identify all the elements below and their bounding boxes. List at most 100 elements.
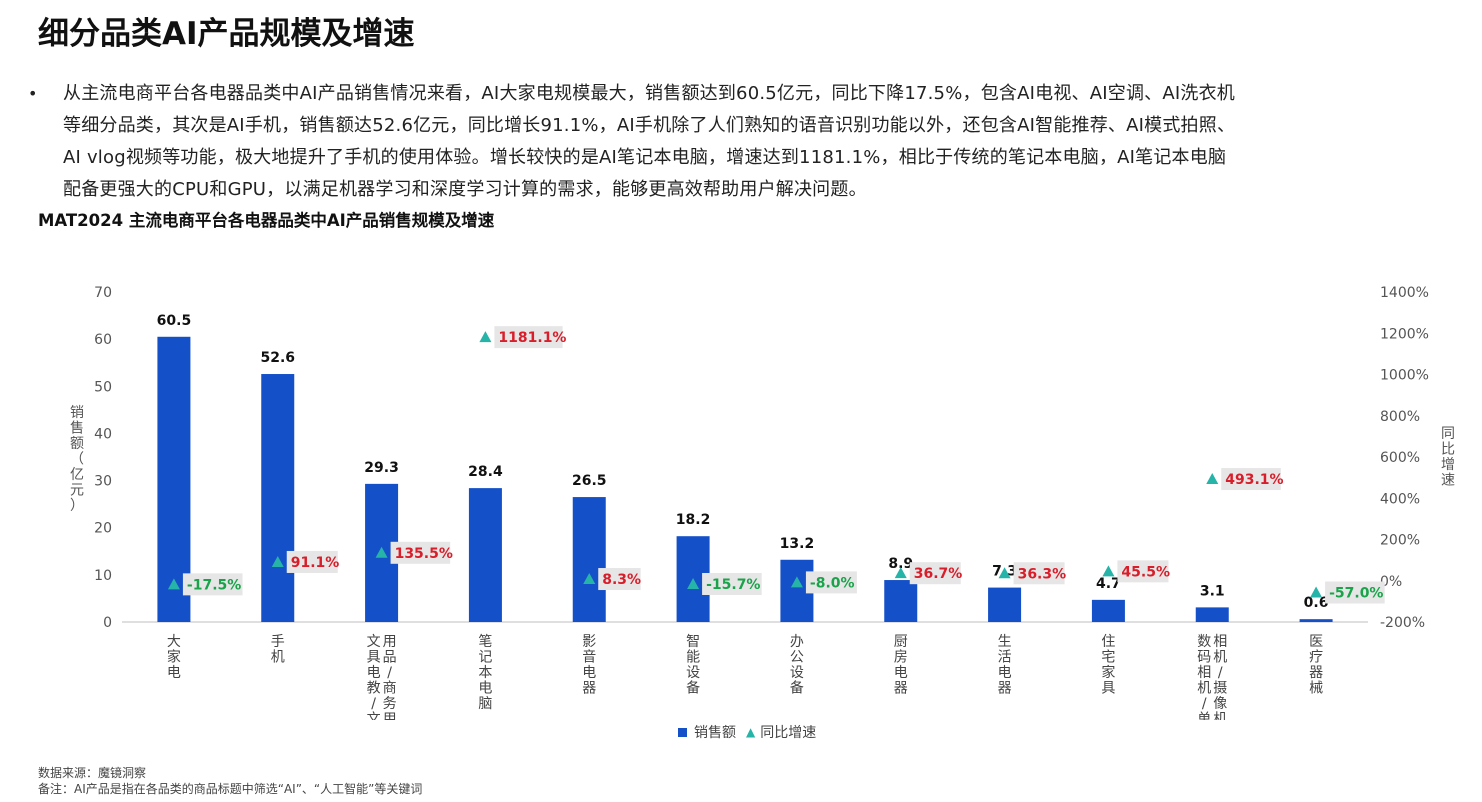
summary-paragraph: 从主流电商平台各电器品类中AI产品销售情况来看，AI大家电规模最大，销售额达到6… bbox=[63, 78, 1468, 206]
data-source-note: 数据来源：魔镜洞察 bbox=[38, 766, 147, 780]
growth-marker bbox=[1310, 586, 1323, 598]
y-tick-label: 60 bbox=[94, 332, 112, 348]
y2-tick-label: 1000% bbox=[1380, 368, 1429, 384]
growth-marker bbox=[583, 573, 596, 585]
category-label: 用品/商务用品 bbox=[383, 634, 397, 720]
growth-marker bbox=[894, 567, 907, 579]
growth-marker bbox=[998, 567, 1011, 579]
category-label: 住宅家具 bbox=[1101, 634, 1115, 697]
growth-label-box bbox=[182, 573, 243, 596]
bar bbox=[572, 497, 606, 622]
growth-label: 91.1% bbox=[291, 555, 340, 571]
summary-line: 等细分品类，其次是AI手机，销售额达52.6亿元，同比增长91.1%，AI手机除… bbox=[63, 115, 1236, 136]
legend-marker-label: 同比增速 bbox=[760, 725, 817, 741]
growth-label: -8.0% bbox=[810, 575, 855, 591]
bar bbox=[468, 488, 502, 622]
category-label: 生活电器 bbox=[998, 634, 1012, 697]
y2-tick-label: 0% bbox=[1380, 574, 1402, 590]
bar bbox=[261, 374, 295, 622]
y-tick-label: 50 bbox=[94, 379, 112, 395]
growth-marker bbox=[1102, 565, 1115, 577]
growth-label-box bbox=[1325, 581, 1385, 604]
legend-triangle-icon: ▲ bbox=[746, 725, 756, 739]
growth-label: 493.1% bbox=[1225, 472, 1283, 488]
chart-title: MAT2024 主流电商平台各电器品类中AI产品销售规模及增速 bbox=[38, 211, 495, 230]
y2-axis-title: 同比增速 bbox=[1441, 426, 1455, 489]
growth-label: 36.3% bbox=[1018, 566, 1067, 582]
category-label: 数码相机/单反 bbox=[1197, 634, 1211, 720]
growth-label: 8.3% bbox=[602, 572, 641, 588]
bar-value-label: 18.2 bbox=[676, 512, 711, 528]
growth-marker bbox=[167, 578, 180, 590]
growth-marker bbox=[375, 546, 388, 558]
bar-value-label: 13.2 bbox=[780, 536, 815, 552]
y-tick-label: 30 bbox=[94, 474, 112, 490]
y2-tick-label: 200% bbox=[1380, 533, 1420, 549]
legend-bar-swatch bbox=[678, 727, 687, 737]
growth-marker bbox=[479, 331, 492, 343]
y-tick-label: 20 bbox=[94, 521, 112, 537]
bar-value-label: 28.4 bbox=[468, 464, 503, 480]
category-label: 大家电 bbox=[167, 634, 181, 681]
bar-value-label: 4.7 bbox=[1096, 576, 1121, 592]
growth-label-box bbox=[286, 550, 338, 573]
growth-label-box bbox=[1117, 560, 1169, 583]
growth-label: -57.0% bbox=[1329, 586, 1383, 602]
category-label: 手机 bbox=[271, 634, 285, 666]
growth-label-box bbox=[805, 571, 857, 594]
category-label: 厨房电器 bbox=[894, 634, 908, 697]
bar-value-label: 26.5 bbox=[572, 473, 607, 489]
bar-value-label: 8.9 bbox=[888, 556, 913, 572]
category-label: 相机/摄像机 bbox=[1213, 634, 1227, 720]
growth-label-box bbox=[598, 568, 641, 591]
category-label: 智能设备 bbox=[686, 634, 700, 697]
y2-tick-label: 400% bbox=[1380, 491, 1420, 507]
category-label: 文具电教/文化 bbox=[367, 634, 381, 720]
summary-line: 配备更强大的CPU和GPU，以满足机器学习和深度学习计算的需求，能够更高效帮助用… bbox=[63, 179, 867, 200]
bar bbox=[988, 587, 1022, 622]
combo-chart: 0 10 20 30 40 50 60 70 -200% 0% 200% 400% 600% 800% 10… bbox=[70, 285, 1455, 720]
bar-value-label: 60.5 bbox=[157, 313, 192, 329]
growth-label: 1181.1% bbox=[498, 330, 566, 346]
growth-label: 135.5% bbox=[395, 546, 453, 562]
y-tick-label: 10 bbox=[94, 568, 112, 584]
growth-label-box bbox=[390, 541, 451, 564]
bar bbox=[884, 580, 918, 622]
bar-value-label: 3.1 bbox=[1200, 583, 1225, 599]
bar-value-label: 29.3 bbox=[364, 460, 399, 476]
y2-tick-label: 600% bbox=[1380, 450, 1420, 466]
y-tick-label: 0 bbox=[103, 615, 112, 631]
bar bbox=[1299, 619, 1333, 622]
category-label: 办公设备 bbox=[790, 634, 804, 697]
growth-marker bbox=[790, 576, 803, 588]
bar bbox=[1091, 599, 1125, 622]
category-label: 医疗器械 bbox=[1309, 634, 1323, 697]
growth-marker bbox=[687, 577, 700, 589]
y-tick-label: 40 bbox=[94, 426, 112, 442]
y-axis-title: 销售额（亿元） bbox=[70, 405, 84, 514]
summary-line: AI vlog视频等功能，极大地提升了手机的使用体验。增长较快的是AI笔记本电脑… bbox=[63, 147, 1227, 168]
chart-legend: 销售额 ▲ 同比增速 bbox=[678, 722, 816, 742]
bar bbox=[1195, 607, 1229, 622]
y2-tick-label: 1200% bbox=[1380, 326, 1429, 342]
bullet-point: • bbox=[28, 84, 38, 103]
growth-label-box bbox=[1221, 468, 1281, 491]
legend-bar-label: 销售额 bbox=[694, 725, 736, 741]
growth-label: -17.5% bbox=[187, 577, 241, 593]
growth-label: 36.7% bbox=[914, 566, 963, 582]
growth-label-box bbox=[494, 326, 563, 349]
y2-tick-label: 800% bbox=[1380, 409, 1420, 425]
growth-marker bbox=[271, 555, 284, 567]
summary-line: 从主流电商平台各电器品类中AI产品销售情况来看，AI大家电规模最大，销售额达到6… bbox=[63, 83, 1235, 104]
growth-label-box bbox=[1013, 562, 1065, 585]
y2-tick-label: 1400% bbox=[1380, 285, 1429, 301]
y2-tick-label: -200% bbox=[1380, 615, 1425, 631]
bar-value-label: 52.6 bbox=[260, 350, 295, 366]
y-tick-label: 70 bbox=[94, 285, 112, 301]
growth-label-box bbox=[909, 562, 961, 585]
bar-value-label: 0.6 bbox=[1304, 595, 1329, 611]
growth-label-box bbox=[702, 572, 762, 595]
category-label: 笔记本电脑 bbox=[478, 634, 492, 712]
growth-label: 45.5% bbox=[1121, 564, 1170, 580]
category-label: 影音电器 bbox=[582, 634, 596, 697]
